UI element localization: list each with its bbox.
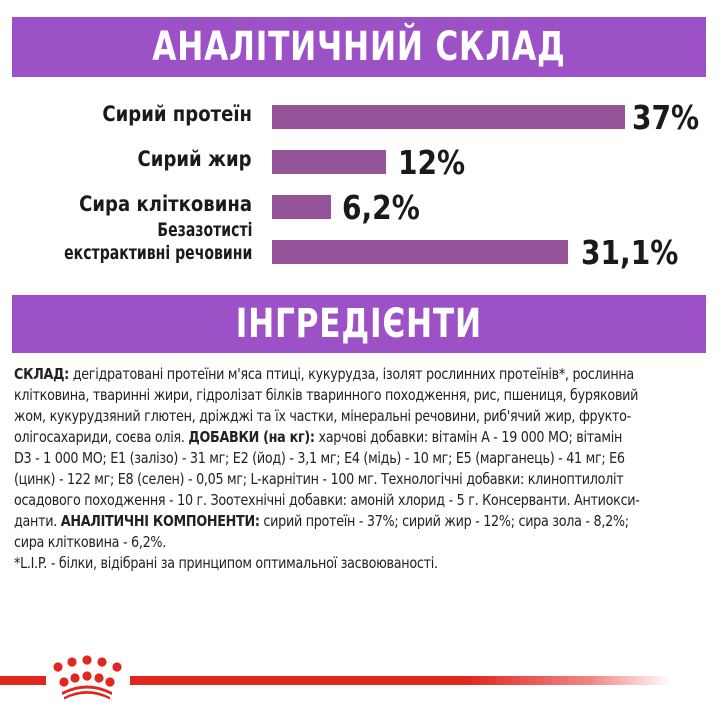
- row-value: 12%: [398, 143, 466, 182]
- brand-line-right: [130, 676, 672, 685]
- ingredients-text: СКЛАД: дегідратовані протеїни м'яса птиц…: [14, 364, 710, 574]
- row-value: 6,2%: [342, 188, 420, 227]
- row-value: 37%: [632, 98, 700, 137]
- row-label-line2: екстрактивні речовини: [63, 242, 252, 264]
- ingredients-line: жом, кукурудзяний глютен, дріжджі та їх …: [14, 407, 631, 425]
- ingredients-line: (цинк) - 122 мг; E8 (селен) - 0,05 мг; L…: [14, 470, 624, 488]
- ingredients-title: ІНГРЕДІЄНТИ: [235, 301, 483, 347]
- bar-protein: [272, 105, 625, 129]
- ingredients-line: СКЛАД: дегідратовані протеїни м'яса птиц…: [14, 365, 634, 383]
- ingredients-line: клітковина, тваринні жири, гідролізат бі…: [14, 386, 639, 404]
- row-label: Сирий протеїн: [102, 102, 252, 126]
- row-value: 31,1%: [581, 233, 679, 272]
- ingredients-line: *L.I.P. - білки, відібрані за принципом …: [14, 554, 438, 572]
- bar-nfe: [272, 240, 568, 264]
- ingredients-title-banner: ІНГРЕДІЄНТИ: [12, 295, 706, 353]
- row-label-line1: Безазотисті: [156, 219, 252, 241]
- analytics-title-banner: АНАЛІТИЧНИЙ СКЛАД: [12, 17, 706, 77]
- ingredients-line: осадового походження - 10 г. Зоотехнічні…: [14, 491, 640, 509]
- bar-fiber: [272, 195, 331, 219]
- analytics-title: АНАЛІТИЧНИЙ СКЛАД: [152, 24, 566, 70]
- row-label: Сира клітковина: [79, 192, 252, 216]
- ingredients-line: сира клітковина - 6,2%.: [14, 533, 167, 551]
- row-label: Сирий жир: [138, 147, 252, 171]
- brand-line-left: [0, 676, 46, 685]
- bar-fat: [272, 150, 386, 174]
- ingredients-line: олігосахариди, соєва олія. ДОБАВКИ (на к…: [14, 428, 623, 446]
- crown-icon: [53, 655, 122, 700]
- ingredients-line: данти. АНАЛІТИЧНІ КОМПОНЕНТИ: сирий прот…: [14, 512, 629, 530]
- ingredients-line: D3 - 1 000 МО; E1 (залізо) - 31 мг; E2 (…: [14, 449, 625, 467]
